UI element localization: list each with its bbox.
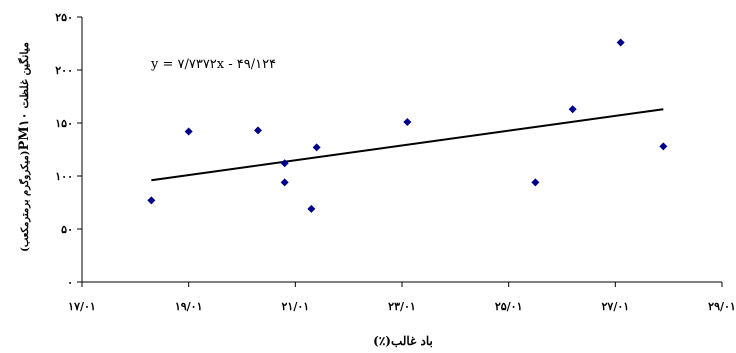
data-point xyxy=(254,126,262,135)
x-tick-label: ۱۹/۰۱ xyxy=(175,300,203,313)
y-tick-label: ۰ xyxy=(67,276,73,289)
data-point xyxy=(312,143,321,152)
y-tick-label: ۲۵۰ xyxy=(55,11,73,24)
x-tick-label: ۲۷/۰۱ xyxy=(602,300,630,313)
data-point xyxy=(280,159,289,168)
y-axis-label-part-2: PM۱۰ xyxy=(17,112,32,150)
data-point xyxy=(659,142,668,151)
x-tick-label: ۲۱/۰۱ xyxy=(282,300,310,313)
regression-equation: y = ۷/۷۳۷۲x - ۴۹/۱۲۴ xyxy=(150,57,276,72)
y-tick-label: ۲۰۰ xyxy=(55,64,73,77)
data-point xyxy=(307,204,316,213)
trendline-group xyxy=(151,108,664,182)
x-axis-label: باد غالب(٪) xyxy=(373,334,433,348)
x-tick-label: ۲۳/۰۱ xyxy=(388,300,416,313)
y-axis-label-part-1: میانگین غلظت xyxy=(17,42,31,109)
x-axis: ۱۷/۰۱ ۱۹/۰۱ ۲۱/۰۱ ۲۳/۰۱ ۲۵/۰۱ ۲۷/۰۱ ۲۹/۰۱ xyxy=(68,281,736,313)
y-tick-label: ۵۰ xyxy=(61,223,73,236)
data-point xyxy=(184,127,193,136)
data-point xyxy=(147,196,156,205)
trendline xyxy=(151,108,664,182)
data-point xyxy=(531,178,540,187)
data-point xyxy=(403,117,412,126)
data-point xyxy=(616,38,625,47)
y-axis: ۰ ۵۰ ۱۰۰ ۱۵۰ ۲۰۰ ۲۵۰ xyxy=(55,11,83,289)
data-point xyxy=(280,178,289,187)
data-point xyxy=(568,105,577,114)
y-tick-label: ۱۰۰ xyxy=(55,170,73,183)
y-axis-label-part-3: (میکروگرم برمترمکعب) xyxy=(18,151,31,252)
y-tick-label: ۱۵۰ xyxy=(55,117,73,130)
x-tick-label: ۲۹/۰۱ xyxy=(708,300,736,313)
y-axis-label: میانگین غلظت PM۱۰(میکروگرم برمترمکعب) xyxy=(17,42,32,252)
x-tick-label: ۱۷/۰۱ xyxy=(68,300,96,313)
x-tick-label: ۲۵/۰۱ xyxy=(495,300,523,313)
data-points xyxy=(147,38,668,213)
